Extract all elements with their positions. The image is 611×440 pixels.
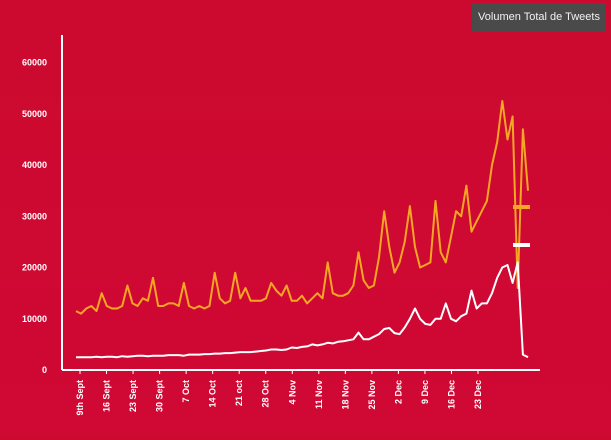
series-line-1 xyxy=(76,261,529,359)
x-tick-label: 2 Dec xyxy=(393,380,403,404)
x-tick-label: 23 Dec xyxy=(473,380,483,409)
y-tick-label: 10000 xyxy=(22,314,47,324)
x-tick-label: 9th Sept xyxy=(75,380,85,416)
x-tick-label: 14 Oct xyxy=(208,380,218,408)
y-axis: 0 10000 20000 30000 40000 50000 60000 xyxy=(22,35,63,375)
series-line-0 xyxy=(75,100,529,315)
x-tick-label: 4 Nov xyxy=(287,380,297,405)
x-tick-label: 21 oct xyxy=(234,380,244,406)
chart-title-badge: Volumen Total de Tweets xyxy=(472,3,606,32)
x-tick-label: 18 Nov xyxy=(340,380,350,410)
x-tick-label: 23 Sept xyxy=(128,380,138,412)
x-tick-label: 16 Dec xyxy=(446,380,456,409)
x-tick-label: 16 Sept xyxy=(102,380,112,412)
x-tick-label: 9 Dec xyxy=(420,380,430,404)
y-tick-label: 30000 xyxy=(22,211,47,221)
x-axis: 9th Sept 16 Sept 23 Sept 30 Sept 7 Oct 14 Oct… xyxy=(62,369,540,416)
x-tick-label: 30 Sept xyxy=(155,380,165,412)
x-tick-label: 28 Oct xyxy=(261,380,271,408)
x-tick-label: 11 Nov xyxy=(314,380,324,409)
series-group xyxy=(75,100,529,359)
y-tick-label: 60000 xyxy=(22,58,47,68)
y-tick-label: 20000 xyxy=(22,263,47,273)
x-tick-label: 25 Nov xyxy=(367,380,377,410)
y-tick-label: 0 xyxy=(42,365,47,375)
legend xyxy=(513,205,530,247)
y-tick-label: 50000 xyxy=(22,109,47,119)
x-tick-label: 7 Oct xyxy=(181,380,191,403)
y-tick-label: 40000 xyxy=(22,160,47,170)
